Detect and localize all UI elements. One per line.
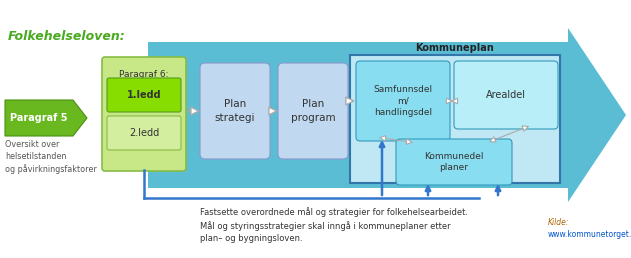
- Polygon shape: [5, 100, 87, 136]
- Text: Oversikt over
helsetilstanden
og påvirkningsfaktorer: Oversikt over helsetilstanden og påvirkn…: [5, 140, 97, 174]
- Text: Arealdel: Arealdel: [486, 90, 526, 100]
- Text: Samfunnsdel
m/
handlingsdel: Samfunnsdel m/ handlingsdel: [374, 85, 433, 117]
- FancyBboxPatch shape: [396, 139, 512, 185]
- FancyBboxPatch shape: [454, 61, 558, 129]
- Text: Paragraf 6:: Paragraf 6:: [119, 70, 168, 79]
- Text: Fastsette overordnede mål og strategier for folkehelsearbeidet.
Mål og styringss: Fastsette overordnede mål og strategier …: [200, 207, 468, 243]
- Text: Kommunedel
planer: Kommunedel planer: [424, 152, 484, 172]
- FancyBboxPatch shape: [350, 55, 560, 183]
- Text: 2.ledd: 2.ledd: [129, 128, 159, 138]
- Text: Plan
strategi: Plan strategi: [215, 99, 256, 123]
- FancyBboxPatch shape: [107, 78, 181, 112]
- FancyBboxPatch shape: [278, 63, 348, 159]
- Text: 1.ledd: 1.ledd: [127, 90, 162, 100]
- FancyBboxPatch shape: [356, 61, 450, 141]
- FancyBboxPatch shape: [107, 116, 181, 150]
- Text: Plan
program: Plan program: [291, 99, 335, 123]
- Text: Kommuneplan: Kommuneplan: [416, 43, 494, 53]
- Polygon shape: [148, 28, 626, 202]
- Text: Folkehelseloven:: Folkehelseloven:: [8, 30, 126, 43]
- Text: Paragraf 5: Paragraf 5: [10, 113, 68, 123]
- Text: Kilde:: Kilde:: [548, 218, 570, 227]
- FancyBboxPatch shape: [200, 63, 270, 159]
- Text: www.kommunetorget.no: www.kommunetorget.no: [548, 230, 631, 239]
- FancyBboxPatch shape: [102, 57, 186, 171]
